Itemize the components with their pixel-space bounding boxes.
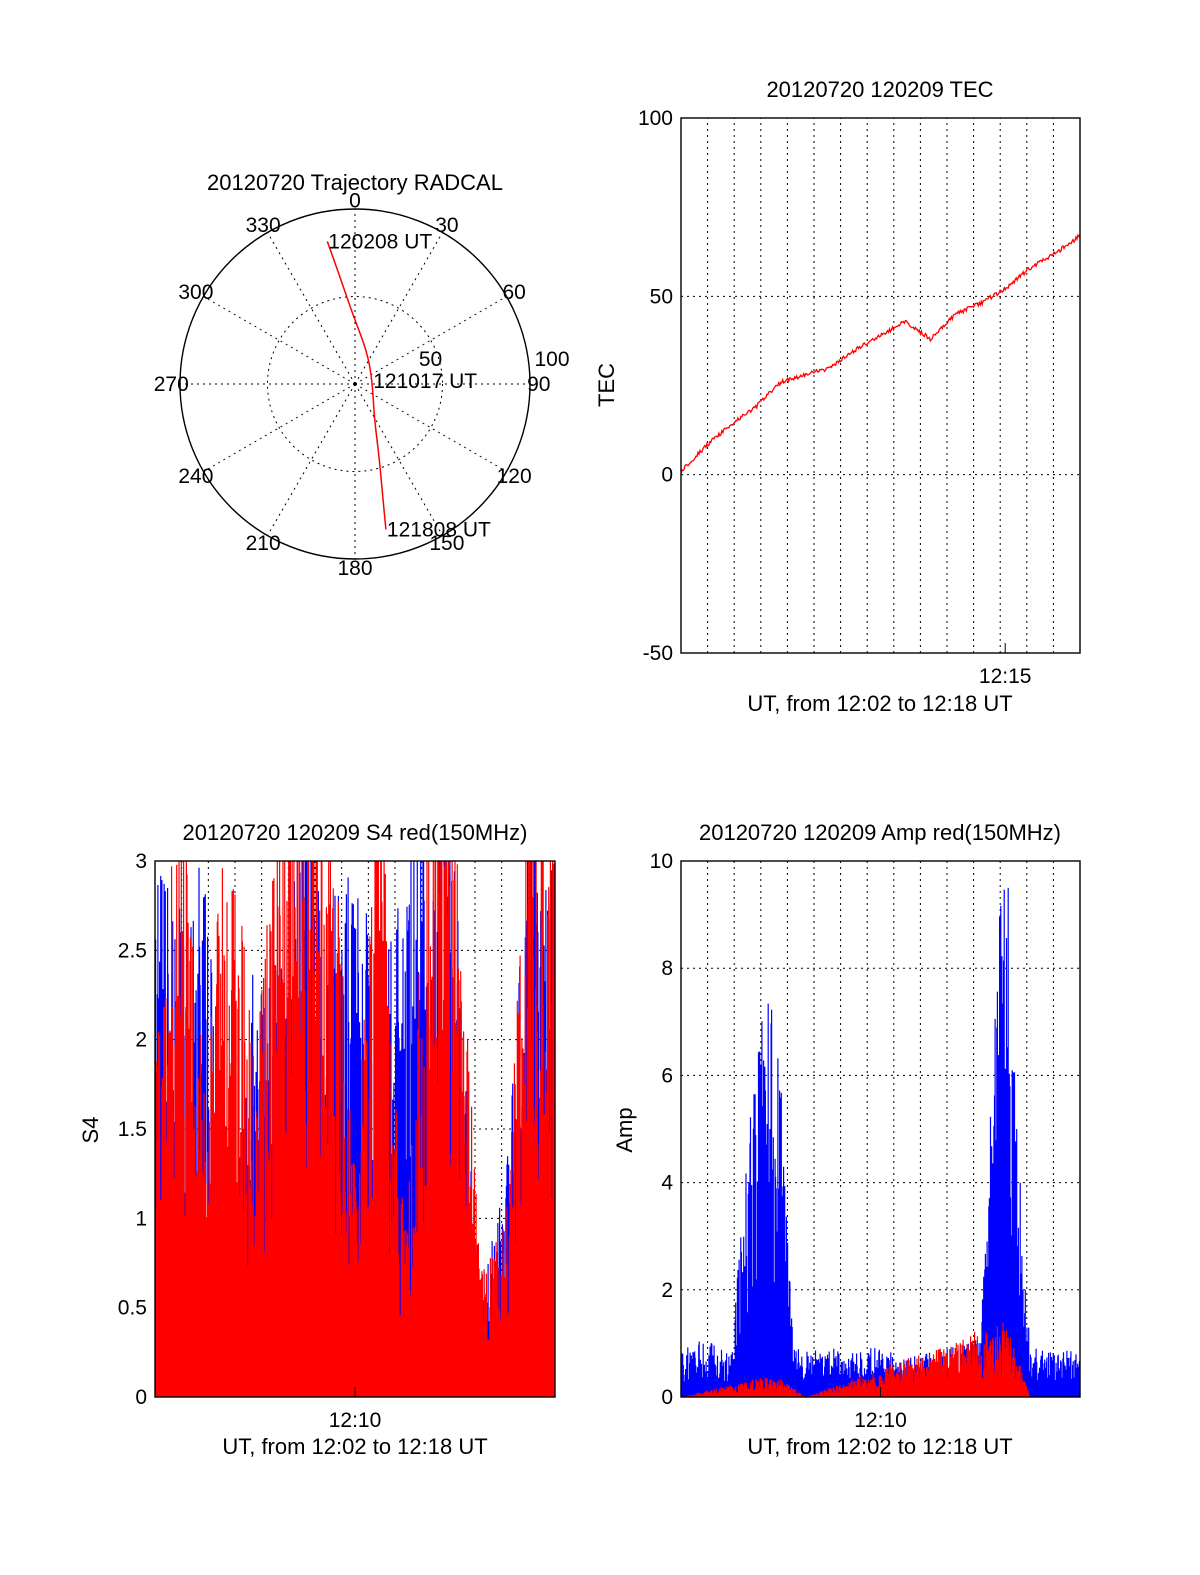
polar-azimuth-label-180: 180 — [337, 557, 372, 580]
tec-y-tick-2: 50 — [650, 285, 673, 308]
polar-radial-labels: 50 100 — [419, 348, 570, 371]
polar-azimuth-label-300: 300 — [178, 281, 213, 304]
s4-y-tick-2: 1 — [135, 1207, 147, 1230]
polar-trajectory-plot: 20120720 Trajectory RADCAL 0 30 60 90 120 150… — [154, 170, 570, 580]
s4-y-tick-6: 3 — [135, 850, 147, 873]
polar-spoke-150 — [354, 383, 443, 536]
tec-x-tick-0: 12:15 — [979, 665, 1032, 688]
tec-plot-frame — [680, 117, 1081, 654]
amp-title: 20120720 120209 Amp red(150MHz) — [699, 820, 1061, 845]
polar-azimuth-label-240: 240 — [178, 465, 213, 488]
tec-grid — [681, 118, 1080, 653]
polar-azimuth-label-270: 270 — [154, 373, 189, 396]
tec-x-label: UT, from 12:02 to 12:18 UT — [747, 691, 1012, 716]
tec-title: 20120720 120209 TEC — [766, 77, 993, 102]
polar-trajectory-series — [326, 241, 387, 530]
amp-y-tick-2: 4 — [661, 1172, 673, 1195]
polar-spoke-210 — [267, 383, 356, 536]
polar-title: 20120720 Trajectory RADCAL — [207, 170, 503, 195]
polar-radial-label-100: 100 — [534, 348, 569, 371]
s4-title: 20120720 120209 S4 red(150MHz) — [183, 820, 528, 845]
amp-series-0-line — [681, 887, 1080, 1397]
polar-trajectory-line — [326, 241, 387, 530]
polar-annotation-0: 120208 UT — [328, 230, 432, 253]
tec-y-tick-0: -50 — [643, 642, 673, 665]
polar-outer-circle — [179, 208, 531, 560]
tec-y-ticks: -50 0 50 100 — [638, 107, 673, 665]
amp-y-tick-1: 2 — [661, 1279, 673, 1302]
tec-y-tick-3: 100 — [638, 107, 673, 130]
polar-azimuth-label-210: 210 — [246, 532, 281, 555]
amp-y-tick-3: 6 — [661, 1064, 673, 1087]
tec-y-tick-1: 0 — [661, 464, 673, 487]
amp-y-label: Amp — [612, 1107, 637, 1152]
polar-annotation-2: 121808 UT — [387, 518, 491, 541]
amp-x-label: UT, from 12:02 to 12:18 UT — [747, 1434, 1012, 1459]
s4-series — [155, 861, 555, 1397]
amp-series — [681, 887, 1080, 1397]
amp-x-tick-0: 12:10 — [854, 1409, 907, 1432]
polar-spoke-240 — [203, 383, 356, 472]
polar-spoke-300 — [203, 296, 356, 385]
amp-y-ticks: 0 2 4 6 8 10 — [650, 850, 674, 1409]
s4-series-1-line — [155, 861, 555, 1397]
s4-plot: 20120720 120209 S4 red(150MHz) 0 0.5 1 1.5 2… — [78, 820, 556, 1459]
tec-x-ticks: 12:15 — [979, 643, 1032, 688]
s4-x-tick-0: 12:10 — [329, 1409, 382, 1432]
amp-y-tick-4: 8 — [661, 957, 673, 980]
s4-y-tick-0: 0 — [135, 1386, 147, 1409]
amp-y-tick-0: 0 — [661, 1386, 673, 1409]
polar-azimuth-label-0: 0 — [349, 189, 361, 212]
s4-y-tick-4: 2 — [135, 1029, 147, 1052]
polar-azimuth-label-120: 120 — [497, 465, 532, 488]
s4-y-ticks: 0 0.5 1 1.5 2 2.5 3 — [118, 850, 147, 1409]
polar-azimuth-label-150: 150 — [429, 532, 464, 555]
s4-y-label: S4 — [78, 1117, 103, 1144]
amp-y-tick-5: 10 — [650, 850, 673, 873]
s4-y-tick-5: 2.5 — [118, 939, 147, 962]
amp-grid — [681, 861, 1080, 1397]
s4-y-tick-3: 1.5 — [118, 1118, 147, 1141]
polar-azimuth-label-30: 30 — [435, 214, 458, 237]
polar-spoke-30 — [354, 232, 443, 385]
polar-annotation-1: 121017 UT — [373, 370, 477, 393]
s4-x-ticks: 12:10 — [329, 1387, 382, 1432]
amp-series-1-line — [681, 1322, 1031, 1397]
tec-series-0-line — [681, 233, 1080, 474]
polar-azimuth-label-60: 60 — [502, 281, 525, 304]
polar-annotations: 120208 UT 121017 UT 121808 UT — [328, 230, 491, 541]
polar-azimuth-labels: 0 30 60 90 120 150 180 210 240 270 300 330 — [154, 189, 551, 580]
polar-spoke-120 — [354, 383, 507, 472]
s4-y-tick-1: 0.5 — [118, 1297, 147, 1320]
polar-spoke-60 — [354, 296, 507, 385]
polar-azimuth-label-330: 330 — [246, 214, 281, 237]
amp-x-ticks: 12:10 — [854, 1387, 907, 1432]
polar-spoke-330 — [267, 232, 356, 385]
polar-radial-label-50: 50 — [419, 348, 442, 371]
tec-y-label: TEC — [594, 363, 619, 407]
polar-ring-50 — [267, 296, 443, 472]
polar-grid — [180, 209, 530, 559]
polar-azimuth-label-90: 90 — [527, 373, 550, 396]
s4-x-label: UT, from 12:02 to 12:18 UT — [222, 1434, 487, 1459]
tec-series — [681, 233, 1080, 474]
amp-plot: 20120720 120209 Amp red(150MHz) 0246810 … — [612, 820, 1081, 1459]
